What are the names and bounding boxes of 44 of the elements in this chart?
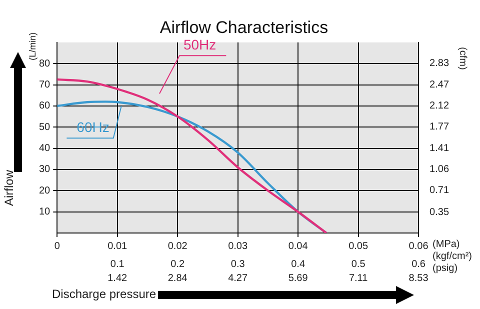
x-tick-label: 0.04 [288, 240, 308, 252]
y2-tick-label: 2.47 [430, 80, 450, 91]
x-tick-label: 0.01 [108, 240, 128, 252]
y-axis-title: Airflow [2, 170, 16, 206]
y-tick-label: 40 [39, 143, 51, 154]
text: 4.27 [228, 272, 248, 284]
text: (L/min) [28, 32, 38, 60]
y2-tick-label: 1.41 [430, 143, 450, 154]
y2-tick-label: 1.06 [430, 164, 450, 176]
x-tick-label: 0 [54, 240, 60, 252]
x-axis-title: Discharge pressure [52, 287, 156, 301]
text: 50Hz [183, 36, 216, 52]
y2-tick-label: 2.12 [430, 100, 450, 112]
y2-axis-title: (cfm) [456, 47, 468, 70]
text: (kgf/cm²) [432, 250, 472, 262]
text: 2.84 [168, 272, 188, 284]
y-tick-label: 10 [39, 206, 51, 218]
chart-title: Airflow Characteristics [160, 18, 328, 37]
text: 8.53 [408, 272, 429, 284]
x2-tick-label: 0.5 [351, 258, 366, 270]
x2-tick-label: 0.2 [170, 258, 185, 270]
x-tick-label: 0.02 [168, 240, 188, 252]
y2-tick-label: 0.71 [430, 185, 450, 196]
y-tick-label: 70 [39, 80, 51, 91]
y2-tick-label: 0.35 [430, 206, 450, 218]
y-tick-label: 20 [39, 185, 51, 196]
y2-tick-label: 2.83 [430, 58, 450, 70]
x-tick-label: 0.03 [228, 240, 248, 252]
text: 1.42 [108, 272, 128, 284]
x2-tick-label: 0.6 [412, 258, 426, 270]
x2-tick-label: 0.3 [230, 258, 246, 270]
text: (psig) [432, 262, 458, 274]
y-tick-label: 80 [39, 58, 51, 70]
text: (MPa) [432, 238, 460, 250]
x2-tick-label: 0.4 [291, 258, 306, 270]
text: 5.69 [288, 272, 308, 284]
x-tick-label: 0.05 [348, 240, 368, 252]
text: 7.11 [348, 272, 368, 284]
y-tick-label: 50 [39, 122, 51, 133]
y-tick-label: 30 [39, 164, 51, 176]
x2-tick-label: 0.1 [110, 258, 125, 270]
x-tick-label: 0.06 [408, 240, 429, 252]
y2-tick-label: 1.77 [430, 122, 450, 133]
y-tick-label: 60 [39, 100, 51, 112]
